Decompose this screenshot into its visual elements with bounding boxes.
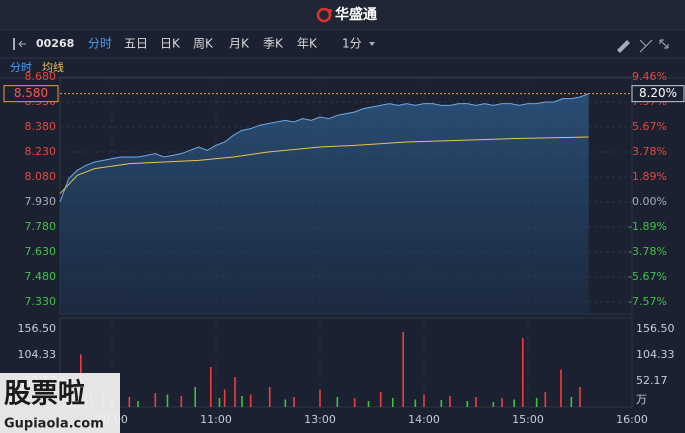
last-change-label: 8.20% — [639, 86, 677, 100]
back-icon[interactable] — [18, 40, 26, 48]
y-tick-label: 7.780 — [25, 220, 57, 233]
volume-bar — [570, 397, 573, 407]
y2-tick-label: 9.46% — [632, 70, 667, 83]
y-tick-label: 7.930 — [25, 195, 57, 208]
x-tick-label: 11:00 — [200, 413, 232, 426]
y2-tick-label: 0.00% — [632, 195, 667, 208]
stock-code[interactable]: 00268 — [36, 37, 74, 50]
sub-tab[interactable]: 分时 — [10, 61, 32, 74]
volume-bar — [241, 396, 243, 407]
period-tab[interactable]: 年K — [297, 37, 318, 51]
volume-bar — [492, 402, 495, 407]
volume-tick-label: 156.50 — [18, 322, 57, 335]
volume-bar — [154, 393, 157, 407]
volume-bar — [223, 389, 226, 407]
volume-tick-label-right: 156.50 — [636, 322, 675, 335]
volume-bar — [544, 392, 547, 407]
volume-bar — [284, 399, 287, 407]
period-tab[interactable]: 五日 — [124, 37, 148, 51]
draw-icon[interactable] — [617, 40, 630, 53]
price-line — [59, 93, 589, 203]
volume-tick-label-right: 52.17 — [636, 374, 668, 387]
watermark-url: Gupiaola.com — [4, 417, 104, 432]
header-bar — [0, 0, 685, 30]
volume-bar — [367, 401, 370, 407]
volume-bar — [210, 367, 212, 407]
volume-bar — [440, 400, 443, 407]
volume-bar — [501, 398, 503, 407]
price-area — [60, 93, 589, 315]
volume-bar — [293, 397, 295, 407]
volume-tick-label-right: 104.33 — [636, 348, 675, 361]
y-tick-label: 8.080 — [25, 170, 57, 183]
volume-bar — [449, 396, 451, 407]
last-change-box — [631, 85, 685, 103]
volume-bar — [137, 401, 139, 407]
volume-bar — [166, 394, 169, 407]
period-tab[interactable]: 周K — [193, 37, 214, 51]
volume-bar — [414, 399, 417, 407]
volume-bar — [560, 369, 562, 407]
shrink-icon[interactable] — [639, 39, 653, 53]
x-tick-label: 13:00 — [304, 413, 336, 426]
logo — [316, 7, 332, 23]
volume-bar — [522, 338, 524, 407]
volume-bar — [535, 398, 538, 407]
y2-tick-label: -1.89% — [628, 220, 667, 233]
period-tab[interactable]: 分时 — [88, 37, 112, 51]
x-tick-label: 15:00 — [512, 413, 544, 426]
y2-tick-label: -3.78% — [628, 245, 667, 258]
x-tick-label: 16:00 — [616, 413, 648, 426]
average-line — [59, 136, 589, 195]
volume-bar — [319, 389, 321, 407]
volume-bar — [180, 396, 183, 407]
y2-tick-label: -7.57% — [628, 295, 667, 308]
volume-bar — [513, 399, 515, 407]
volume-bar — [234, 377, 236, 407]
period-tab[interactable]: 月K — [229, 37, 250, 51]
volume-bar — [423, 394, 425, 407]
header-title: 华盛通 — [335, 6, 377, 23]
volume-bar — [128, 397, 131, 407]
y2-tick-label: 3.78% — [632, 145, 667, 158]
volume-bar — [379, 392, 382, 407]
volume-bar — [249, 394, 252, 407]
interval-select[interactable]: 1分 — [342, 37, 362, 51]
volume-bar — [579, 387, 581, 407]
y-tick-label: 7.630 — [25, 245, 57, 258]
y2-tick-label: 5.67% — [632, 120, 667, 133]
y-tick-label: 7.330 — [25, 295, 57, 308]
volume-bar — [268, 387, 271, 407]
x-tick-label: 14:00 — [408, 413, 440, 426]
volume-bar — [353, 398, 356, 407]
watermark: 股票啦 Gupiaola.com — [0, 373, 120, 433]
volume-bar — [402, 332, 404, 407]
y-tick-label: 8.680 — [25, 70, 57, 83]
volume-bar — [475, 397, 477, 407]
y2-tick-label: 1.89% — [632, 170, 667, 183]
volume-bar — [218, 398, 221, 407]
volume-bar — [392, 398, 394, 407]
volume-unit: 万 — [636, 393, 647, 406]
volume-bar — [466, 401, 469, 407]
volume-bar — [194, 387, 196, 407]
volume-bar — [336, 397, 339, 407]
last-price-label: 8.580 — [14, 86, 48, 100]
y-tick-label: 8.230 — [25, 145, 57, 158]
expand-icon[interactable] — [659, 39, 669, 49]
period-tab[interactable]: 季K — [263, 37, 284, 51]
collapse-icon[interactable] — [13, 38, 15, 50]
sub-tab[interactable]: 均线 — [42, 60, 64, 74]
y2-tick-label: -5.67% — [628, 270, 667, 283]
y-tick-label: 8.380 — [25, 120, 57, 133]
last-price-box — [3, 85, 59, 103]
period-tab[interactable]: 日K — [160, 37, 181, 51]
y-tick-label: 7.480 — [25, 270, 57, 283]
volume-tick-label: 104.33 — [18, 348, 57, 361]
volume-frame — [59, 317, 633, 408]
interval-caret[interactable] — [369, 42, 375, 46]
watermark-text: 股票啦 — [4, 378, 85, 410]
